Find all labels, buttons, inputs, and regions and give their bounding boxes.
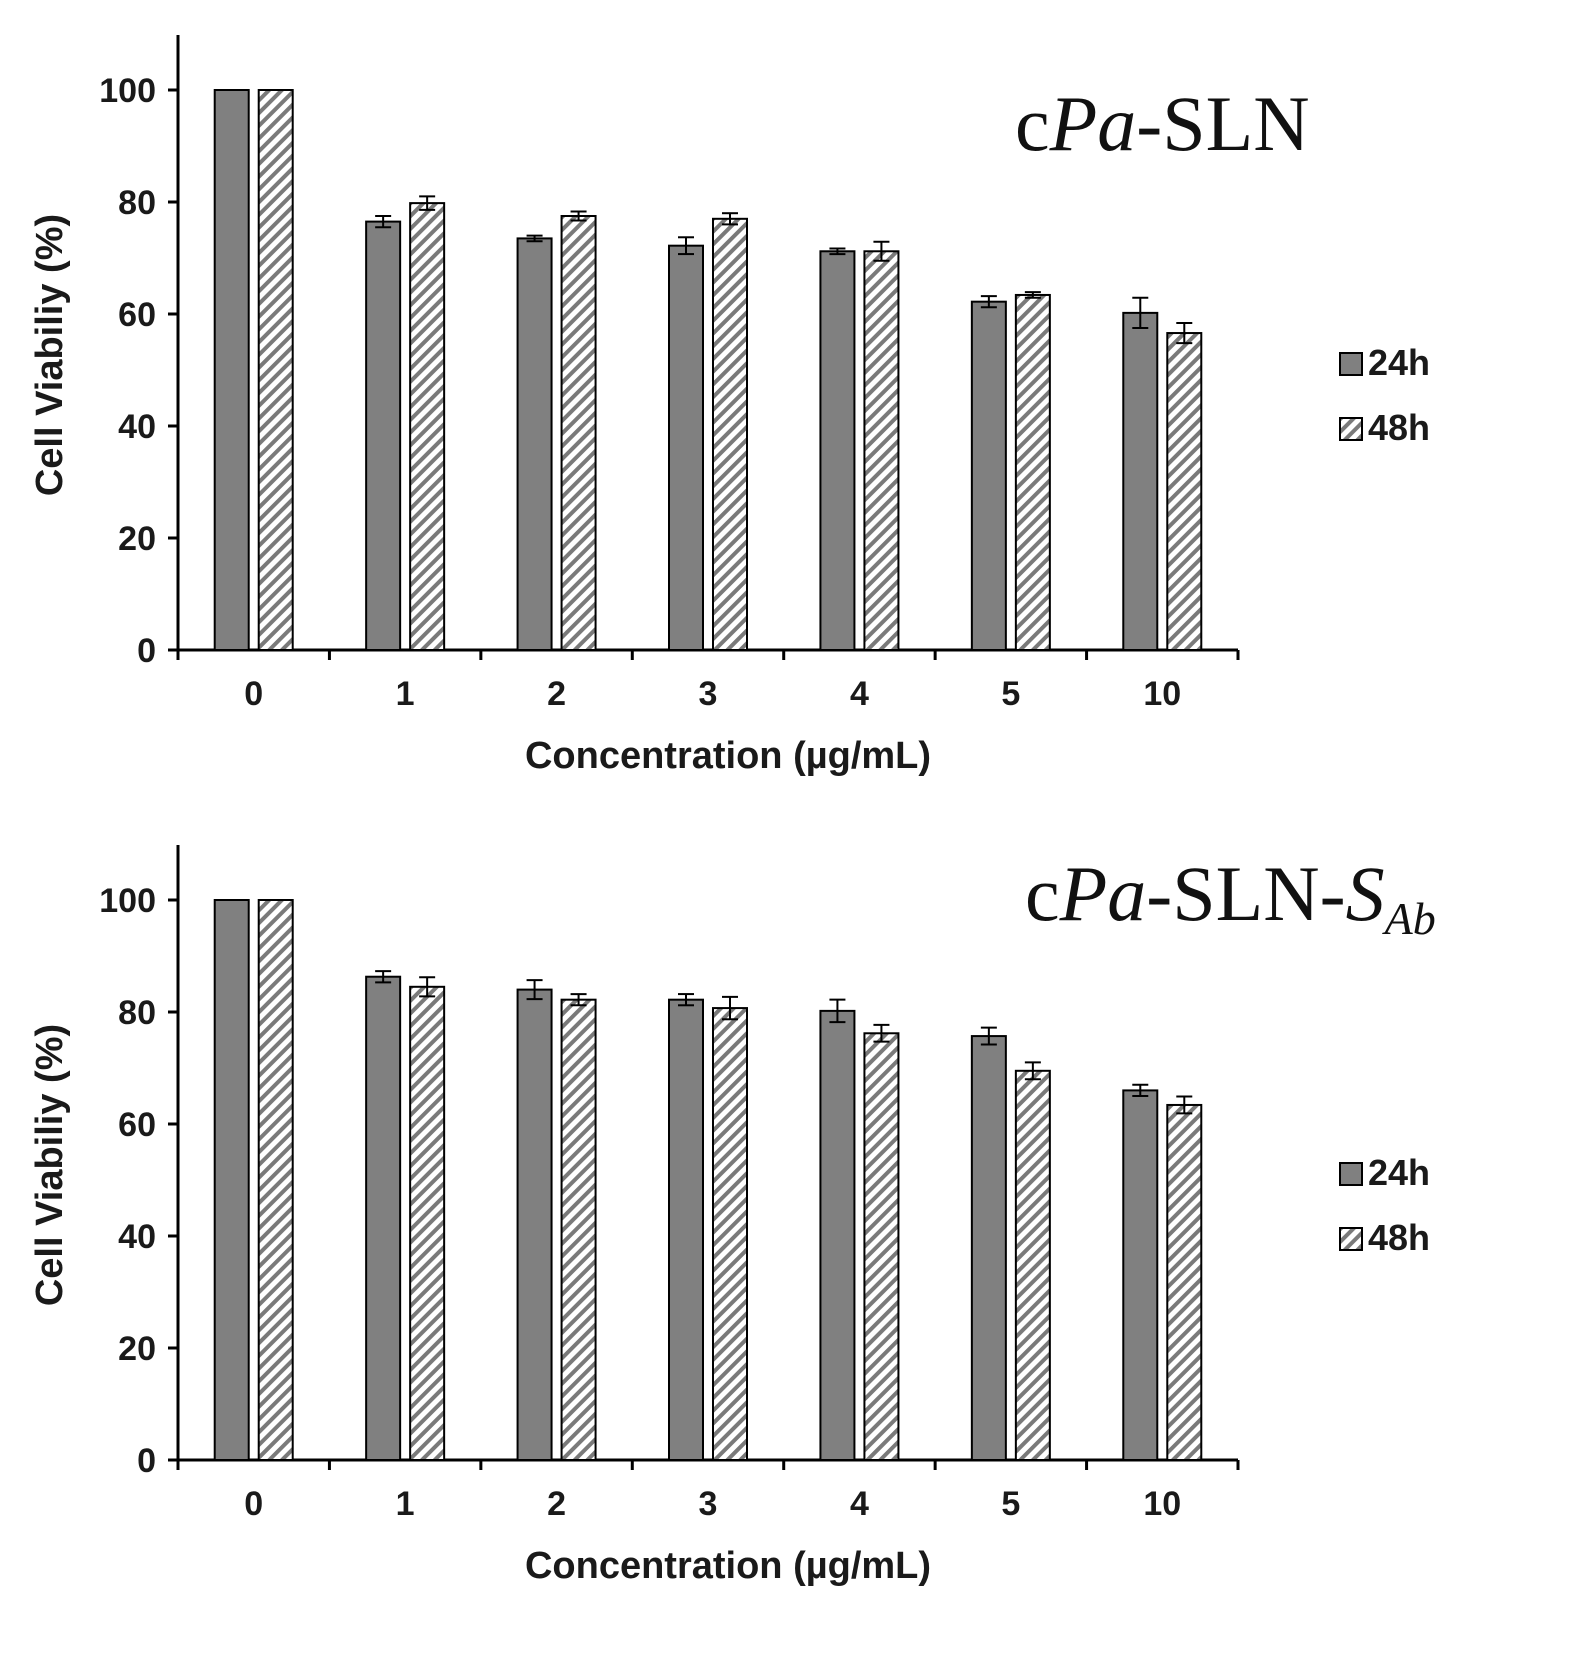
bar-24h (819, 1009, 856, 1461)
x-tick-label: 4 (850, 1485, 869, 1523)
bar-48h (560, 998, 597, 1461)
y-tick-label: 0 (137, 632, 156, 670)
bar-48h (257, 89, 294, 651)
x-tick-label: 5 (1001, 1485, 1020, 1523)
bar-24h (516, 237, 553, 651)
bar-48h (257, 899, 294, 1461)
x-tick-label: 3 (699, 1485, 718, 1523)
legend-label-48h: 48h (1368, 1217, 1430, 1258)
x-tick-label: 2 (547, 675, 566, 713)
y-tick-label: 100 (99, 882, 156, 920)
y-tick-label: 40 (118, 1218, 156, 1256)
y-tick-label: 100 (99, 72, 156, 110)
chart-top-svg: 0 20 40 60 80 100 0 1 2 3 4 5 10 Concentration (µg/mL… (29, 35, 1430, 777)
chart-bottom: 0 20 40 60 80 100 0 1 2 3 4 5 10 Concentration (µg/mL… (0, 810, 1593, 1630)
bar-48h (1166, 332, 1203, 651)
bar-48h (712, 217, 748, 652)
bar-24h (1122, 311, 1159, 651)
legend-label-24h: 24h (1368, 342, 1430, 383)
bar-24h (970, 300, 1007, 651)
bar-48h (1014, 293, 1051, 651)
x-tick-label: 10 (1143, 675, 1181, 713)
bar-24h (213, 89, 250, 651)
y-tick-label: 20 (118, 520, 156, 558)
bar-48h (1166, 1103, 1203, 1461)
x-tick-label: 0 (244, 1485, 263, 1523)
chart-top: 0 20 40 60 80 100 0 1 2 3 4 5 10 Concentration (µg/mL… (0, 0, 1593, 820)
x-tick-label: 10 (1143, 1485, 1181, 1523)
x-tick-label: 4 (850, 675, 869, 713)
legend-label-48h: 48h (1368, 407, 1430, 448)
x-tick-label: 3 (699, 675, 718, 713)
y-tick-label: 80 (118, 994, 156, 1032)
y-axis-label: Cell Viabiliy (%) (29, 214, 71, 496)
chart-title: cPa-SLN-SAb (1025, 850, 1436, 944)
bar-24h (1122, 1089, 1159, 1461)
bar-48h (560, 215, 597, 651)
legend-swatch-24h (1339, 1162, 1363, 1186)
bar-48h (863, 1032, 900, 1461)
bar-24h (516, 988, 553, 1461)
legend-label-24h: 24h (1368, 1152, 1430, 1193)
x-axis-label: Concentration (µg/mL) (525, 735, 931, 777)
legend-swatch-48h (1339, 417, 1363, 441)
y-tick-label: 60 (118, 1106, 156, 1144)
bar-48h (1014, 1069, 1051, 1461)
bar-48h (409, 202, 446, 651)
x-axis-label: Concentration (µg/mL) (525, 1545, 931, 1587)
x-tick-label: 2 (547, 1485, 566, 1523)
bar-48h (712, 1007, 748, 1462)
y-tick-label: 60 (118, 296, 156, 334)
bar-24h (365, 975, 402, 1461)
bar-24h (213, 899, 250, 1461)
bar-24h (365, 220, 402, 651)
x-tick-label: 0 (244, 675, 263, 713)
y-tick-label: 0 (137, 1442, 156, 1480)
y-tick-label: 20 (118, 1330, 156, 1368)
legend-swatch-48h (1339, 1227, 1363, 1251)
bar-48h (863, 250, 900, 651)
legend-swatch-24h (1339, 352, 1363, 376)
y-tick-label: 80 (118, 184, 156, 222)
bar-24h (819, 250, 856, 651)
chart-title: cPa-SLN (1015, 80, 1310, 167)
bar-24h (668, 998, 704, 1461)
bar-24h (668, 244, 704, 651)
x-tick-label: 1 (396, 1485, 415, 1523)
bar-48h (409, 985, 446, 1462)
bar-24h (970, 1035, 1007, 1462)
x-tick-label: 5 (1001, 675, 1020, 713)
chart-bottom-svg: 0 20 40 60 80 100 0 1 2 3 4 5 10 Concentration (µg/mL… (29, 845, 1436, 1587)
y-tick-label: 40 (118, 408, 156, 446)
x-tick-label: 1 (396, 675, 415, 713)
y-axis-label: Cell Viabiliy (%) (29, 1024, 71, 1306)
